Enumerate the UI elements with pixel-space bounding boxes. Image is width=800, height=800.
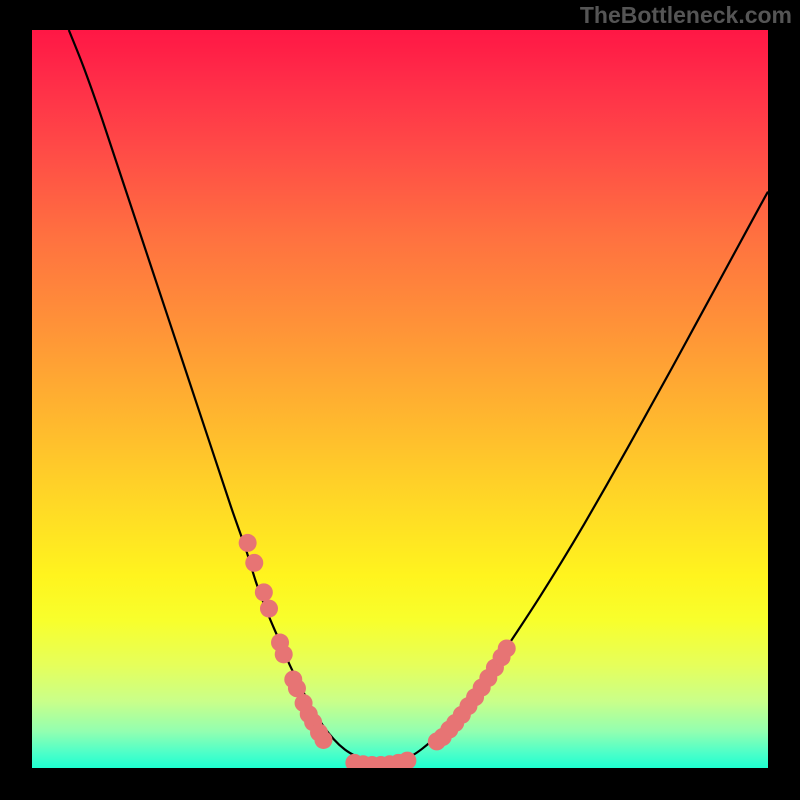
plot-area: [32, 30, 768, 768]
watermark-text: TheBottleneck.com: [580, 2, 792, 29]
datapoint: [255, 583, 273, 601]
datapoint: [260, 600, 278, 618]
bottleneck-curve: [69, 30, 768, 763]
datapoint: [245, 554, 263, 572]
datapoint: [239, 534, 257, 552]
chart-frame: TheBottleneck.com: [0, 0, 800, 800]
datapoint: [314, 731, 332, 749]
curve-svg: [32, 30, 768, 768]
datapoint: [498, 639, 516, 657]
datapoint: [275, 645, 293, 663]
datapoints-group: [239, 534, 516, 768]
